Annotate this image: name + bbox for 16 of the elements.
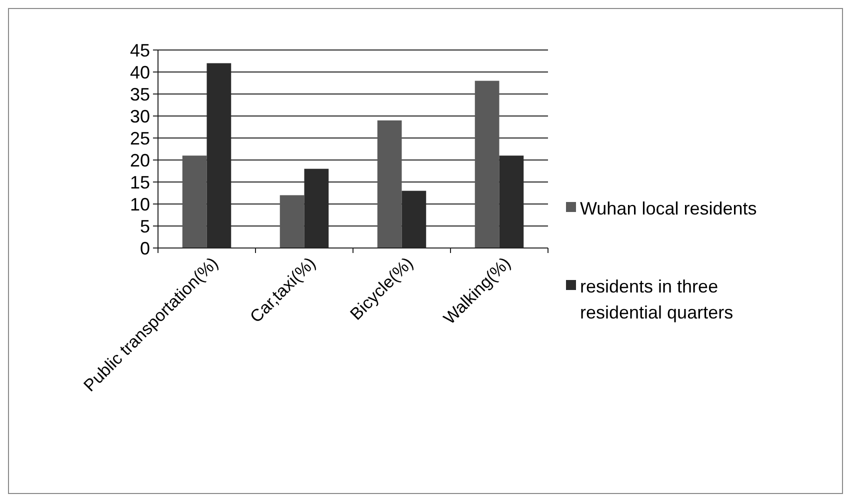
bar: [377, 120, 402, 248]
y-tick-label: 30: [130, 106, 150, 126]
y-tick-label: 40: [130, 62, 150, 82]
y-tick-label: 10: [130, 194, 150, 214]
bar: [182, 156, 207, 248]
legend-label: residents in three residential quarters: [580, 276, 734, 322]
y-tick-label: 35: [130, 84, 150, 104]
y-tick-label: 0: [140, 238, 150, 258]
bar: [280, 195, 304, 248]
y-tick-label: 15: [130, 172, 150, 192]
y-tick-label: 45: [130, 40, 150, 60]
y-tick-label: 5: [140, 216, 150, 236]
y-tick-label: 25: [130, 128, 150, 148]
y-tick-label: 20: [130, 150, 150, 170]
legend-label: Wuhan local residents: [580, 198, 757, 218]
bar: [474, 80, 500, 248]
